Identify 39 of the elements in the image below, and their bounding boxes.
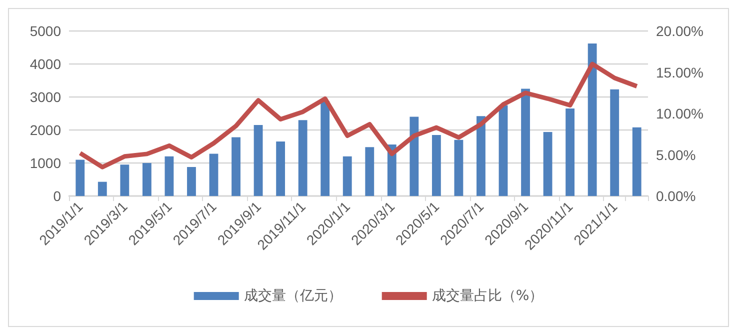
bar bbox=[120, 164, 130, 196]
bar bbox=[498, 105, 508, 196]
y2-tick-label: 15.00% bbox=[656, 64, 704, 80]
bar bbox=[410, 116, 419, 196]
y-tick-label: 2000 bbox=[30, 122, 62, 138]
y-tick-label: 4000 bbox=[30, 56, 62, 72]
bar bbox=[632, 127, 642, 196]
bar bbox=[232, 137, 240, 196]
bar bbox=[543, 132, 552, 196]
y-tick-label: 1000 bbox=[30, 155, 62, 171]
bar bbox=[254, 125, 263, 196]
legend-label: 成交量（亿元） bbox=[244, 288, 342, 304]
bar bbox=[142, 163, 152, 196]
bar bbox=[298, 120, 308, 196]
legend-label: 成交量占比（%） bbox=[432, 288, 544, 304]
bar bbox=[209, 154, 218, 196]
bar bbox=[432, 134, 441, 196]
y-tick-label: 5000 bbox=[30, 23, 62, 39]
bar bbox=[610, 89, 620, 196]
bar bbox=[454, 140, 464, 196]
bar bbox=[365, 147, 374, 196]
bar bbox=[187, 166, 196, 196]
bar bbox=[588, 44, 597, 196]
y2-tick-label: 5.00% bbox=[656, 146, 696, 163]
bar bbox=[320, 100, 330, 196]
bar bbox=[164, 156, 174, 196]
y2-tick-label: 0.00% bbox=[656, 188, 696, 204]
bar bbox=[98, 182, 107, 196]
bar bbox=[76, 160, 85, 196]
y2-tick-label: 20.00% bbox=[656, 23, 704, 39]
bar bbox=[276, 142, 286, 196]
bar bbox=[476, 116, 486, 196]
bar bbox=[342, 156, 352, 196]
bar bbox=[566, 108, 575, 196]
y2-tick-label: 10.00% bbox=[656, 106, 704, 122]
bar bbox=[521, 88, 530, 196]
line-series bbox=[78, 62, 640, 170]
y-tick-label: 0 bbox=[53, 188, 62, 204]
y-tick-label: 3000 bbox=[30, 89, 62, 105]
